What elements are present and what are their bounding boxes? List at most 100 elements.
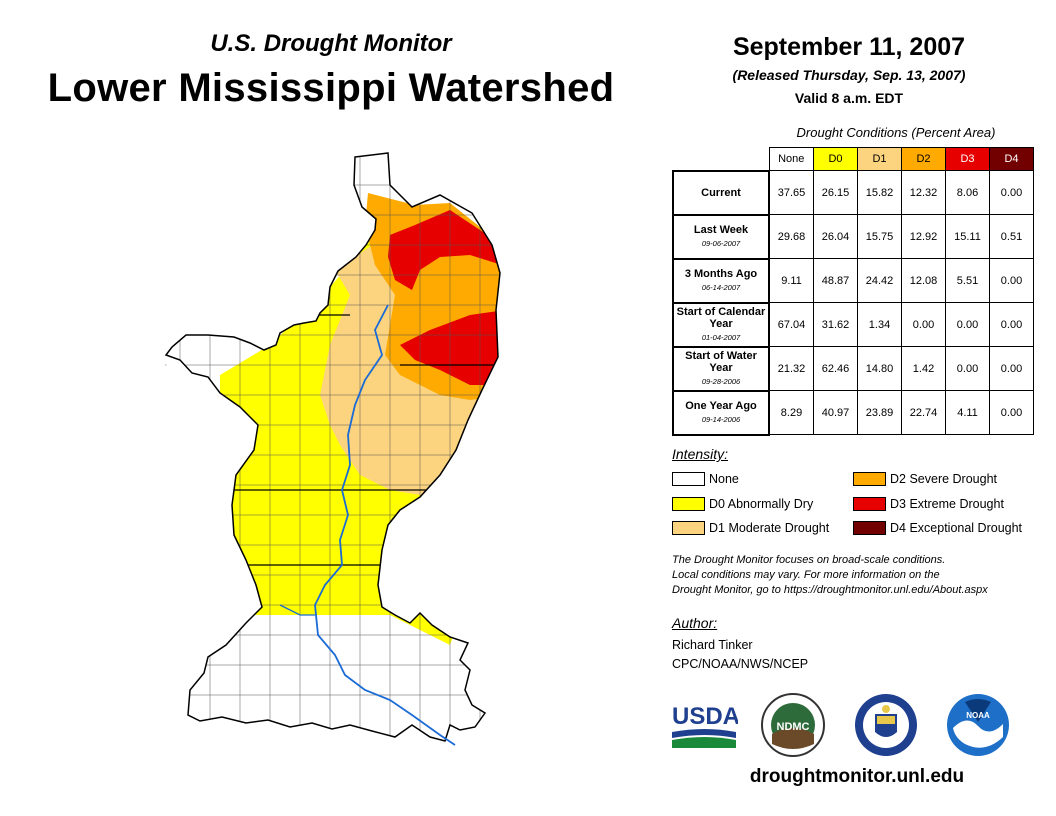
noaa-logo: NOAA xyxy=(947,694,1009,756)
table-cell: 0.00 xyxy=(945,346,990,391)
release-date: (Released Thursday, Sep. 13, 2007) xyxy=(732,67,966,83)
usda-logo-text: USDA xyxy=(672,703,738,730)
table-row: One Year Ago 09-14-2006 8.29 40.97 23.89 … xyxy=(672,389,1034,436)
row-label: Start of Calendar Year 01-04-2007 xyxy=(672,301,770,348)
legend-swatch xyxy=(672,497,705,511)
disclaimer-note: The Drought Monitor focuses on broad-sca… xyxy=(672,553,1052,598)
table-cell: 40.97 xyxy=(813,390,858,435)
table-cell: 0.00 xyxy=(989,390,1034,435)
table-cell: 8.06 xyxy=(945,170,990,215)
table-row: 3 Months Ago 06-14-2007 9.11 48.87 24.42 … xyxy=(672,257,1034,304)
table-header-row: None D0 D1 D2 D3 D4 xyxy=(673,147,1034,171)
legend-label: D2 Severe Drought xyxy=(890,472,998,486)
valid-time: Valid 8 a.m. EDT xyxy=(794,90,904,106)
table-cell: 14.80 xyxy=(857,346,902,391)
table-row: Last Week 09-06-2007 29.68 26.04 15.75 12… xyxy=(672,213,1034,260)
legend-label: D0 Abnormally Dry xyxy=(709,497,814,511)
table-cell: 0.00 xyxy=(989,346,1034,391)
table-cell: 12.32 xyxy=(901,170,946,215)
row-label-text: Start of Water Year xyxy=(685,349,757,374)
map-date: September 11, 2007 xyxy=(732,33,966,61)
drought-conditions-table: None D0 D1 D2 D3 D4 Current 37.65 26.15 … xyxy=(672,147,1034,436)
table-cell: 8.29 xyxy=(768,390,814,435)
table-cell: 0.00 xyxy=(989,258,1034,303)
table-cell: 0.00 xyxy=(901,302,946,347)
table-cell: 67.04 xyxy=(768,302,814,347)
row-date: 09-28-2006 xyxy=(701,376,741,386)
col-header-d2: D2 xyxy=(901,147,946,171)
legend-label: None xyxy=(709,472,739,486)
row-date: 09-06-2007 xyxy=(701,238,741,248)
note-line: Local conditions may vary. For more info… xyxy=(672,569,940,581)
row-label-text: One Year Ago xyxy=(685,399,757,412)
row-date: 09-14-2006 xyxy=(701,414,741,424)
table-cell: 0.00 xyxy=(945,302,990,347)
author-title: Author: xyxy=(672,615,718,631)
doc-seal-logo xyxy=(855,694,917,756)
row-label: 3 Months Ago 06-14-2007 xyxy=(672,257,770,304)
row-label: One Year Ago 09-14-2006 xyxy=(672,389,770,436)
legend-label: D4 Exceptional Drought xyxy=(890,521,1023,535)
note-line: The Drought Monitor focuses on broad-sca… xyxy=(672,554,946,566)
table-cell: 37.65 xyxy=(768,170,814,215)
table-corner xyxy=(673,148,769,171)
row-label: Current xyxy=(672,169,770,216)
table-cell: 0.51 xyxy=(989,214,1034,259)
table-cell: 26.15 xyxy=(813,170,858,215)
legend-swatch xyxy=(672,472,705,486)
table-cell: 12.92 xyxy=(901,214,946,259)
table-cell: 12.08 xyxy=(901,258,946,303)
table-cell: 1.42 xyxy=(901,346,946,391)
website-url[interactable]: droughtmonitor.unl.edu xyxy=(749,766,965,787)
table-row: Current 37.65 26.15 15.82 12.32 8.06 0.0… xyxy=(672,169,1034,216)
usda-logo: USDA xyxy=(672,703,738,748)
row-label: Last Week 09-06-2007 xyxy=(672,213,770,260)
table-cell: 4.11 xyxy=(945,390,990,435)
row-date: 01-04-2007 xyxy=(701,332,741,342)
table-title: Drought Conditions (Percent Area) xyxy=(796,125,996,140)
legend-item-d0: D0 Abnormally Dry xyxy=(672,497,813,511)
legend-item-d3: D3 Extreme Drought xyxy=(853,497,1004,511)
table-cell: 22.74 xyxy=(901,390,946,435)
legend-item-d1: D1 Moderate Drought xyxy=(672,521,829,535)
drought-map xyxy=(164,152,501,746)
table-cell: 0.00 xyxy=(989,302,1034,347)
table-cell: 26.04 xyxy=(813,214,858,259)
table-cell: 0.00 xyxy=(989,170,1034,215)
table-cell: 31.62 xyxy=(813,302,858,347)
author-name: Richard Tinker xyxy=(672,638,753,652)
col-header-d1: D1 xyxy=(857,147,902,171)
legend-item-d4: D4 Exceptional Drought xyxy=(853,521,1022,535)
table-cell: 1.34 xyxy=(857,302,902,347)
legend-item-none: None xyxy=(672,472,739,486)
map-title: Lower Mississippi Watershed xyxy=(47,66,615,110)
table-cell: 9.11 xyxy=(768,258,814,303)
map-subtitle: U.S. Drought Monitor xyxy=(210,30,452,57)
ndmc-logo-text: NDMC xyxy=(777,721,810,733)
table-cell: 29.68 xyxy=(768,214,814,259)
table-cell: 15.82 xyxy=(857,170,902,215)
legend-swatch xyxy=(672,521,705,535)
table-cell: 24.42 xyxy=(857,258,902,303)
table-cell: 5.51 xyxy=(945,258,990,303)
col-header-d4: D4 xyxy=(989,147,1034,171)
table-cell: 48.87 xyxy=(813,258,858,303)
author-org: CPC/NOAA/NWS/NCEP xyxy=(672,657,809,671)
ndmc-logo: NDMC xyxy=(761,693,825,757)
noaa-logo-text: NOAA xyxy=(966,711,990,720)
row-label-text: Start of Calendar Year xyxy=(676,305,766,330)
note-line: Drought Monitor, go to https://droughtmo… xyxy=(672,584,988,596)
col-header-d3: D3 xyxy=(945,147,990,171)
row-label: Start of Water Year 09-28-2006 xyxy=(672,345,770,392)
legend-label: D3 Extreme Drought xyxy=(890,497,1004,511)
table-cell: 15.75 xyxy=(857,214,902,259)
table-cell: 62.46 xyxy=(813,346,858,391)
legend-swatch xyxy=(853,497,886,511)
table-row: Start of Water Year 09-28-2006 21.32 62.4… xyxy=(672,345,1034,392)
row-date: 06-14-2007 xyxy=(701,282,741,292)
table-row: Start of Calendar Year 01-04-2007 67.04 3… xyxy=(672,301,1034,348)
legend-swatch xyxy=(853,521,886,535)
row-label-text: 3 Months Ago xyxy=(684,267,758,280)
col-header-d0: D0 xyxy=(813,147,858,171)
col-header-none: None xyxy=(768,147,814,171)
